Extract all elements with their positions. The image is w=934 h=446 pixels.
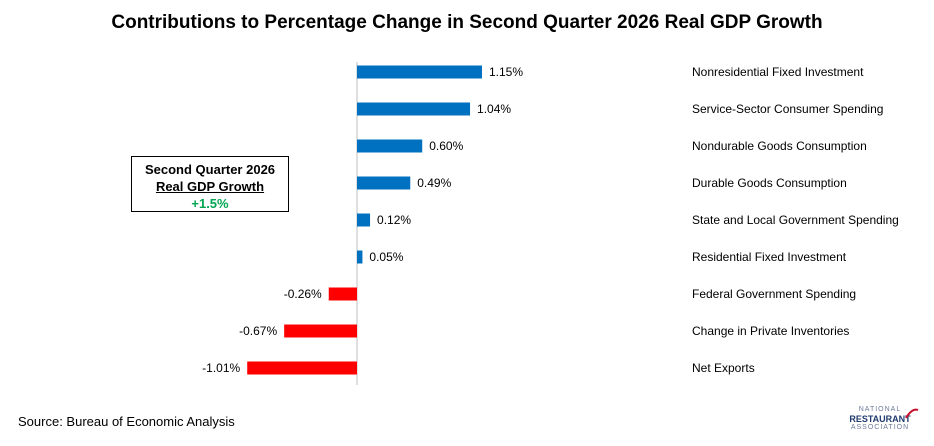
data-label: 1.04%: [477, 102, 511, 116]
category-label: Nondurable Goods Consumption: [692, 139, 867, 153]
bar: [284, 324, 357, 338]
data-label: 0.05%: [369, 250, 403, 264]
callout-value: +1.5%: [191, 196, 229, 211]
data-label: 0.60%: [429, 139, 463, 153]
category-label: State and Local Government Spending: [692, 213, 899, 227]
category-label: Durable Goods Consumption: [692, 176, 847, 190]
data-label: 0.49%: [417, 176, 451, 190]
logo-line2: RESTAURANT: [849, 414, 911, 424]
category-label: Change in Private Inventories: [692, 324, 849, 338]
callout-line2: Real GDP Growth: [155, 179, 265, 194]
bar: [357, 102, 471, 116]
nra-logo: NATIONAL RESTAURANT ASSOCIATION: [838, 406, 922, 438]
category-label: Net Exports: [692, 361, 755, 375]
bar: [357, 139, 423, 153]
data-label: -1.01%: [202, 361, 240, 375]
category-label: Residential Fixed Investment: [692, 250, 847, 264]
data-label: 1.15%: [489, 65, 523, 79]
logo-line3: ASSOCIATION: [850, 424, 910, 431]
bar: [357, 250, 363, 264]
category-label: Federal Government Spending: [692, 287, 856, 301]
bar: [247, 361, 357, 375]
bar: [357, 65, 483, 79]
chart-title: Contributions to Percentage Change in Se…: [111, 12, 823, 33]
logo-line1: NATIONAL: [858, 406, 902, 413]
data-label: -0.67%: [239, 324, 277, 338]
bar: [328, 287, 357, 301]
logo-swoosh-icon: [905, 408, 919, 419]
bar: [357, 213, 371, 227]
data-label: 0.12%: [377, 213, 411, 227]
bar: [357, 176, 411, 190]
category-label: Nonresidential Fixed Investment: [692, 65, 864, 79]
source-note: Source: Bureau of Economic Analysis: [18, 414, 235, 429]
callout-line1: Second Quarter 2026: [144, 162, 276, 177]
gdp-growth-callout: Second Quarter 2026 Real GDP Growth +1.5…: [131, 156, 289, 212]
data-label: -0.26%: [284, 287, 322, 301]
category-label: Service-Sector Consumer Spending: [692, 102, 883, 116]
